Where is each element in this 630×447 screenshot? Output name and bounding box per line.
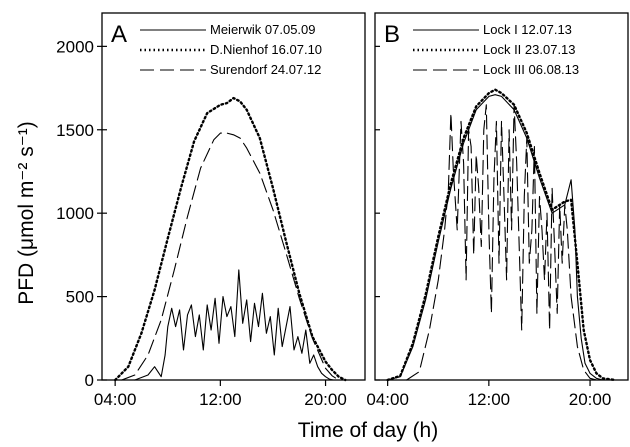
panel-b-x-tick-label: 20:00	[569, 390, 612, 409]
panel-b-legend-entry-2: Lock II 23.07.13	[483, 42, 576, 57]
y-tick-label: 500	[66, 288, 94, 307]
panel-a-series-3-line	[121, 132, 340, 381]
panel-b-frame	[374, 12, 629, 381]
panel-a: 0 500 1000 1500 2000 04:00 12:00 20:00 A Meierwik…	[56, 12, 366, 409]
panel-b-x-tick-label: 12:00	[468, 390, 511, 409]
panel-a-legend-entry-1: Meierwik 07.05.09	[210, 22, 316, 37]
panel-a-label: A	[111, 21, 127, 48]
y-tick-label: 1500	[56, 121, 94, 140]
y-axis-title: PFD (μmol m⁻² s⁻¹)	[15, 121, 38, 305]
panel-b-series-3-line	[406, 104, 597, 381]
panel-a-frame	[101, 12, 366, 381]
panel-a-legend-entry-2: D.Nienhof 16.07.10	[210, 42, 322, 57]
panel-b: 04:00 12:00 20:00 B Lock I 12.07.13 Lock II 2…	[366, 12, 629, 409]
panel-a-x-tick-label: 12:00	[199, 390, 242, 409]
x-axis-title: Time of day (h)	[298, 419, 438, 442]
panel-a-x-tick-label: 20:00	[304, 390, 347, 409]
panel-b-legend-entry-3: Lock III 06.08.13	[483, 62, 579, 77]
panel-a-legend-entry-3: Surendorf 24.07.12	[210, 62, 321, 77]
panel-a-series-2-line	[114, 96, 347, 382]
y-tick-label: 1000	[56, 204, 94, 223]
y-tick-label: 0	[85, 371, 94, 390]
y-tick-label: 2000	[56, 37, 94, 56]
panel-b-x-tick-label: 04:00	[366, 390, 409, 409]
panel-b-label: B	[384, 21, 400, 48]
panel-a-series-1-line	[134, 269, 334, 381]
panel-b-legend-entry-1: Lock I 12.07.13	[483, 22, 572, 37]
panel-a-x-tick-label: 04:00	[94, 390, 137, 409]
